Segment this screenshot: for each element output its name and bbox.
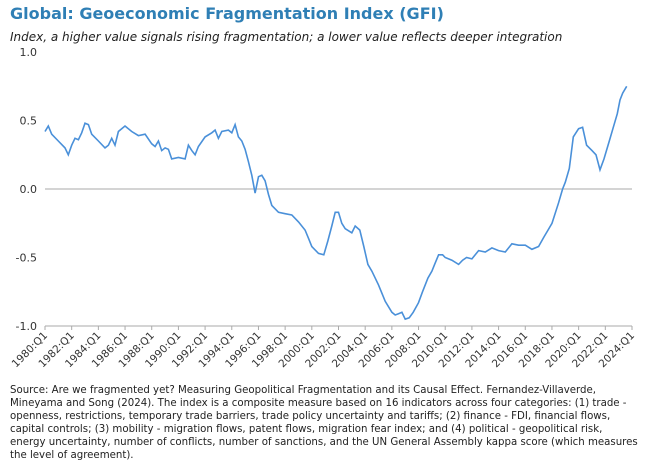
y-tick-label: 0.0 bbox=[20, 183, 38, 196]
chart-title: Global: Geoeconomic Fragmentation Index … bbox=[10, 4, 444, 23]
source-note: Source: Are we fragmented yet? Measuring… bbox=[10, 385, 638, 461]
y-tick-label: -0.5 bbox=[16, 252, 37, 265]
y-tick-label: 1.0 bbox=[20, 46, 38, 59]
data-line bbox=[44, 85, 628, 321]
y-tick-label: 0.5 bbox=[20, 115, 38, 128]
chart-subtitle: Index, a higher value signals rising fra… bbox=[10, 30, 563, 44]
y-tick-label: -1.0 bbox=[16, 320, 37, 333]
chart: 1.00.50.0-0.5-1.01980:Q11982:Q11984:Q119… bbox=[10, 46, 637, 370]
